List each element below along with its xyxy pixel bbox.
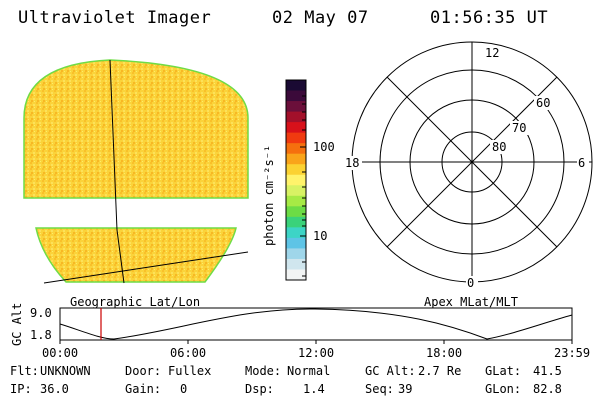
time-label: 01:56:35 UT — [430, 8, 549, 28]
door-value: Fullex — [168, 364, 212, 378]
seq-value: 39 — [398, 382, 413, 396]
mlat-label-70: 70 — [512, 121, 527, 135]
mlat-label-60: 60 — [536, 96, 551, 110]
altitude-xtick-2359: 23:59 — [554, 346, 591, 360]
colorbar-cell — [286, 216, 306, 228]
colorbar-cell — [286, 185, 306, 197]
colorbar-cell — [286, 237, 306, 249]
colorbar-cell — [286, 195, 306, 207]
colorbar-cell — [286, 153, 306, 165]
instrument-title: Ultraviolet Imager — [18, 8, 212, 28]
altitude-xtick-0000: 00:00 — [42, 346, 79, 360]
colorbar-cell — [286, 80, 306, 92]
gain-value: 0 — [180, 382, 188, 396]
colorbar-cell — [286, 227, 306, 239]
colorbar-cell — [286, 90, 306, 102]
colorbar-cell — [286, 101, 306, 113]
seq-label: Seq: — [365, 382, 394, 396]
left-panel-caption: Geographic Lat/Lon — [70, 295, 201, 309]
colorbar-tick-100: 100 — [313, 140, 335, 154]
polar-plot — [351, 41, 593, 283]
altitude-xtick-1800: 18:00 — [426, 346, 463, 360]
colorbar-frame — [285, 79, 307, 281]
colorbar-cell — [286, 122, 306, 134]
right-panel-caption: Apex MLat/MLT — [424, 295, 518, 309]
colorbar-cell — [286, 206, 306, 218]
flt-label: Flt: — [10, 364, 39, 378]
mlt-label-18: 18 — [345, 156, 360, 170]
altitude-curve — [59, 308, 573, 340]
altitude-ytick-high: 9.0 — [30, 306, 52, 320]
dsp-value: 1.4 — [303, 382, 325, 396]
colorbar-ticks — [300, 95, 306, 277]
glat-value: 41.5 — [533, 364, 562, 378]
colorbar-tick-10: 10 — [313, 229, 328, 243]
colorbar-cell — [286, 132, 306, 144]
colorbar-cell — [286, 143, 306, 155]
mode-label: Mode: — [245, 364, 282, 378]
dsp-label: Dsp: — [245, 382, 274, 396]
gcalt-label: GC Alt: — [365, 364, 416, 378]
colorbar-cell — [286, 111, 306, 123]
altitude-ylabel: GC Alt — [10, 302, 24, 346]
ip-value: 36.0 — [40, 382, 69, 396]
ip-label: IP: — [10, 382, 32, 396]
mlat-label-80: 80 — [492, 140, 507, 154]
uv-image-upper-region — [23, 59, 249, 199]
mlt-label-0: 0 — [467, 276, 475, 290]
glon-label: GLon: — [485, 382, 522, 396]
mode-value: Normal — [287, 364, 331, 378]
mlt-label-12: 12 — [485, 46, 500, 60]
door-label: Door: — [125, 364, 162, 378]
colorbar-cell — [286, 258, 306, 270]
mlt-label-6: 6 — [578, 156, 586, 170]
altitude-xtick-0600: 06:00 — [170, 346, 207, 360]
latitude-line — [43, 251, 249, 284]
colorbar-cell — [286, 174, 306, 186]
altitude-x-ticks — [59, 340, 573, 344]
longitude-line — [109, 59, 125, 284]
colorbar-cell — [286, 269, 306, 281]
colorbar-unit-label: photon cm⁻²s⁻¹ — [262, 144, 276, 246]
flt-value: UNKNOWN — [40, 364, 91, 378]
colorbar-cell — [286, 164, 306, 176]
colorbar — [286, 80, 306, 281]
uv-image-lower-region — [35, 227, 237, 283]
altitude-ytick-low: 1.8 — [30, 328, 52, 342]
altitude-xtick-1200: 12:00 — [298, 346, 335, 360]
glon-value: 82.8 — [533, 382, 562, 396]
gcalt-value: 2.7 Re — [418, 364, 462, 378]
gain-label: Gain: — [125, 382, 162, 396]
glat-label: GLat: — [485, 364, 522, 378]
colorbar-cell — [286, 248, 306, 260]
date-label: 02 May 07 — [272, 8, 369, 28]
